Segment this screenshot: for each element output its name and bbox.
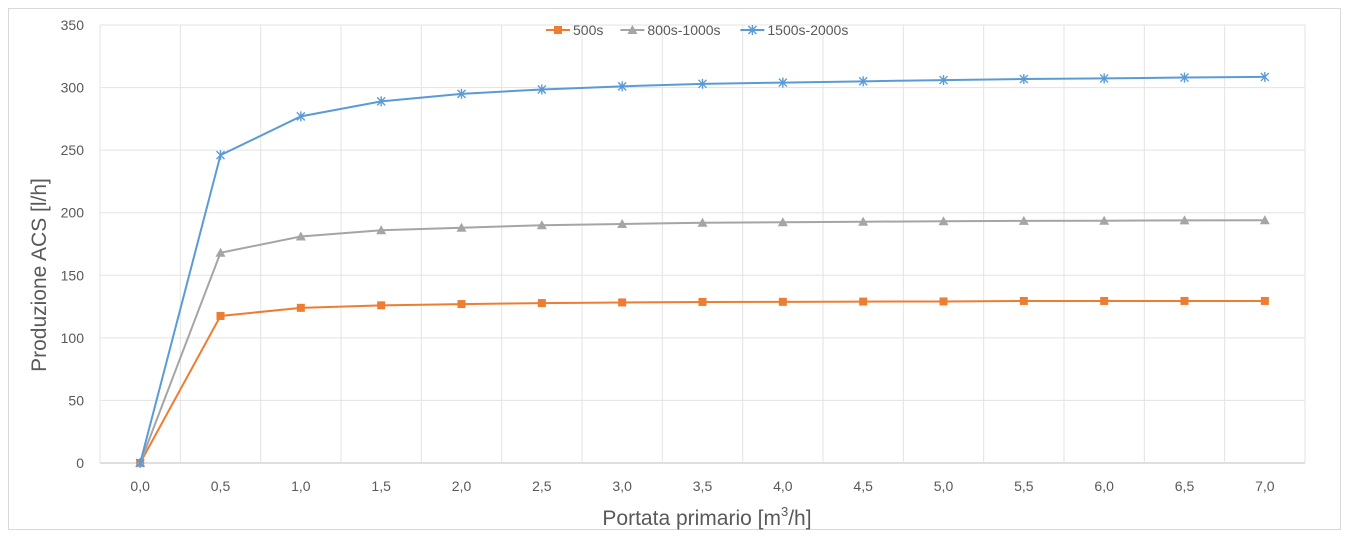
data-point-triangle [1179,215,1190,225]
legend-label: 500s [573,22,603,38]
x-tick-label: 6,5 [1175,478,1195,494]
data-point-triangle [376,225,387,235]
series-800s-1000s [135,215,1270,467]
x-tick-label: 3,5 [693,478,713,494]
data-point-triangle [1259,215,1270,225]
x-axis-title-superscript: 3 [781,504,788,519]
y-axis-title: Produzione ACS [l/h] [28,178,51,372]
x-axis-title-main: Portata primario [m [602,507,781,530]
series-line [139,75,1265,464]
data-point-star [216,150,225,161]
legend: 500s 800s-1000s 1500s-2000s [546,22,848,38]
y-tick-label: 0 [76,455,84,471]
x-axis-title-suffix: /h] [788,507,811,530]
data-point-triangle [697,217,708,227]
data-point-square [216,311,225,320]
data-point-triangle [777,217,788,227]
y-tick-label: 100 [61,330,85,346]
legend-label: 1500s-2000s [767,22,848,38]
data-point-square [778,297,787,306]
y-tick-label: 50 [68,392,84,408]
y-tick-label: 200 [61,205,85,221]
x-tick-label: 5,0 [934,478,954,494]
data-point-square [939,297,948,306]
data-point-star [1260,71,1270,82]
series-line [139,219,1265,464]
data-point-square [457,300,466,309]
x-tick-label: 0,0 [130,478,150,494]
x-tick-label: 3,0 [612,478,632,494]
y-tick-label: 300 [61,80,85,96]
data-point-square [554,26,562,34]
data-point-triangle [617,218,628,228]
x-tick-label: 6,0 [1094,478,1114,494]
data-point-star [1180,72,1189,83]
data-point-star [376,96,386,107]
data-point-star [698,78,707,89]
y-tick-label: 150 [61,267,85,283]
y-tick-labels: 0 50 100 150 200 250 300 350 [61,17,85,471]
data-point-square [1100,296,1109,305]
data-point-star [296,111,306,122]
x-tick-labels: 0,0 0,5 1,0 1,5 2,0 2,5 3,0 3,5 4,0 4,5 5,0 5,5 6,0 6… [130,478,1274,494]
data-point-square [1019,296,1028,305]
data-point-triangle [1018,215,1029,225]
data-point-square [698,297,707,306]
legend-item: 500s [546,22,603,38]
data-point-star [778,77,788,88]
x-tick-label: 4,5 [853,478,873,494]
data-point-triangle [536,220,547,230]
data-point-star [537,84,547,95]
series-group [135,71,1270,468]
data-point-triangle [215,247,226,257]
x-tick-label: 7,0 [1255,478,1275,494]
data-point-star [747,25,757,35]
data-point-star [135,458,145,468]
legend-label: 800s-1000s [647,22,720,38]
y-tick-label: 350 [61,17,85,33]
series-1500s-2000s [135,71,1270,468]
x-tick-label: 1,0 [291,478,311,494]
data-point-star [457,88,466,99]
data-point-star [1019,74,1029,85]
data-point-triangle [1099,215,1110,225]
y-tick-label: 250 [61,142,85,158]
x-tick-label: 5,5 [1014,478,1034,494]
data-point-square [618,298,627,307]
x-tick-label: 2,0 [452,478,472,494]
data-point-square [537,299,546,308]
x-tick-label: 0,5 [211,478,231,494]
data-point-square [377,301,386,310]
data-point-square [296,303,305,312]
series-line [139,299,1265,464]
data-point-triangle [627,25,638,34]
data-point-star [1099,73,1109,84]
data-point-triangle [456,222,467,232]
data-point-star [858,76,868,87]
legend-item: 1500s-2000s [740,22,848,38]
data-point-square [1260,296,1269,305]
data-point-triangle [295,231,306,241]
x-tick-label: 4,0 [773,478,793,494]
x-axis-title: Portata primario [m3/h] [602,504,811,530]
x-tick-label: 1,5 [371,478,391,494]
data-point-triangle [938,216,949,226]
data-point-square [859,297,868,306]
data-point-square [1180,296,1189,305]
x-tick-label: 2,5 [532,478,552,494]
series-500s [136,296,1269,467]
data-point-triangle [858,216,869,226]
data-point-star [939,75,948,86]
chart-frame [8,8,1341,530]
grid-lines [99,24,1306,464]
legend-item: 800s-1000s [620,22,721,38]
data-point-star [617,81,627,92]
